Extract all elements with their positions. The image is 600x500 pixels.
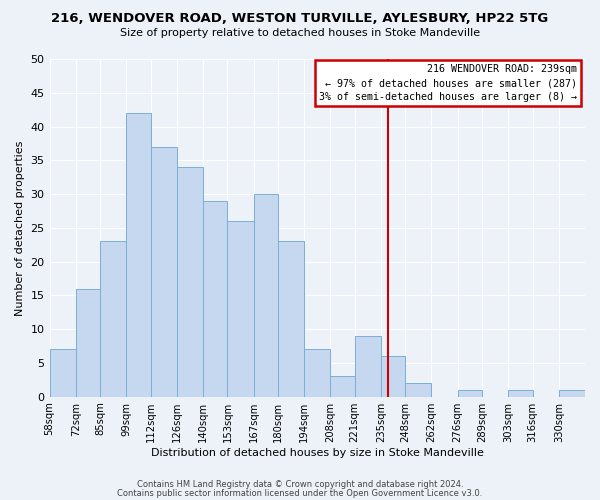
Bar xyxy=(508,390,533,396)
Text: Contains public sector information licensed under the Open Government Licence v3: Contains public sector information licen… xyxy=(118,489,482,498)
Bar xyxy=(76,288,100,397)
Bar xyxy=(559,390,585,396)
Bar xyxy=(151,147,177,396)
Bar xyxy=(254,194,278,396)
Bar xyxy=(331,376,355,396)
Bar xyxy=(381,356,405,397)
Text: 216 WENDOVER ROAD: 239sqm
← 97% of detached houses are smaller (287)
3% of semi-: 216 WENDOVER ROAD: 239sqm ← 97% of detac… xyxy=(319,64,577,102)
Text: Size of property relative to detached houses in Stoke Mandeville: Size of property relative to detached ho… xyxy=(120,28,480,38)
Bar xyxy=(127,113,151,397)
Bar xyxy=(405,383,431,396)
Bar xyxy=(177,167,203,396)
Bar xyxy=(50,350,76,397)
Bar xyxy=(227,221,254,396)
Bar xyxy=(304,350,331,397)
Bar xyxy=(458,390,482,396)
Y-axis label: Number of detached properties: Number of detached properties xyxy=(15,140,25,316)
Bar xyxy=(203,201,227,396)
X-axis label: Distribution of detached houses by size in Stoke Mandeville: Distribution of detached houses by size … xyxy=(151,448,484,458)
Bar xyxy=(278,242,304,396)
Text: Contains HM Land Registry data © Crown copyright and database right 2024.: Contains HM Land Registry data © Crown c… xyxy=(137,480,463,489)
Text: 216, WENDOVER ROAD, WESTON TURVILLE, AYLESBURY, HP22 5TG: 216, WENDOVER ROAD, WESTON TURVILLE, AYL… xyxy=(52,12,548,26)
Bar xyxy=(355,336,381,396)
Bar xyxy=(100,242,127,396)
